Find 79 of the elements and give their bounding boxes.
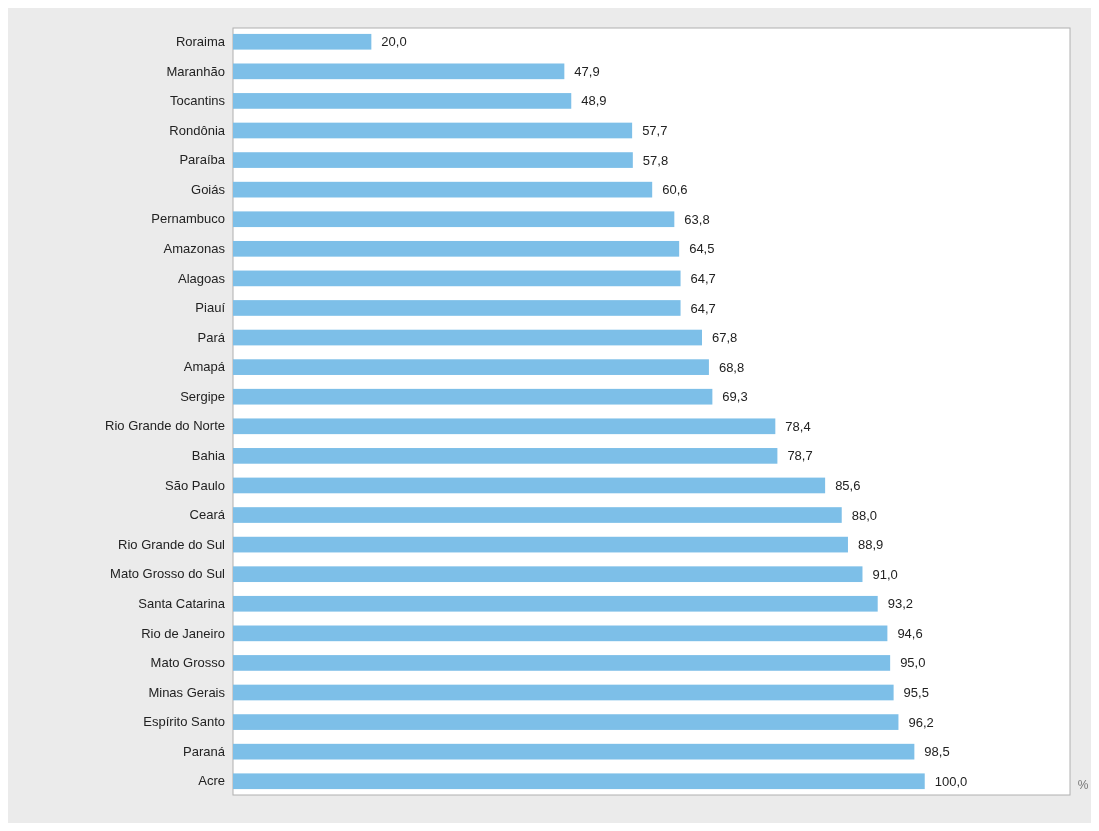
data-label: 57,8 <box>642 152 669 168</box>
y-tick-label: Tocantins <box>170 93 226 109</box>
bar <box>233 388 713 405</box>
data-label: 95,5 <box>903 685 929 701</box>
y-tick-label: Acre <box>198 773 225 789</box>
bar <box>233 507 842 523</box>
data-label: 68,8 <box>718 359 745 375</box>
y-tick-label: Pará <box>197 329 226 345</box>
data-label: 69,3 <box>722 389 748 405</box>
bar <box>233 122 633 139</box>
y-tick-label: Amazonas <box>163 240 226 256</box>
bar <box>233 743 915 760</box>
bar <box>233 536 848 553</box>
bar <box>233 418 776 435</box>
bar <box>233 566 863 583</box>
bar <box>233 329 702 346</box>
bar <box>233 93 572 109</box>
data-label: 67,8 <box>712 330 738 346</box>
y-tick-label: Santa Catarina <box>138 595 226 611</box>
y-tick-label: Minas Gerais <box>148 684 226 700</box>
data-label: 85,6 <box>835 478 861 493</box>
data-label: 78,7 <box>787 448 813 464</box>
bar <box>233 714 899 730</box>
y-tick-label: Goiás <box>191 181 226 197</box>
y-tick-label: Ceará <box>189 507 226 523</box>
y-tick-label: Paraíba <box>179 152 226 168</box>
y-tick-label: Pernambuco <box>151 211 225 227</box>
data-label: 57,7 <box>642 123 668 139</box>
bar <box>233 240 680 257</box>
data-label: 48,9 <box>581 93 607 109</box>
data-label: 100,0 <box>934 773 968 789</box>
y-tick-label: Paraná <box>183 743 226 759</box>
bar <box>233 63 565 80</box>
data-label: 60,6 <box>662 182 688 198</box>
bar <box>233 773 925 790</box>
data-label: 47,9 <box>574 63 600 79</box>
x-axis-title: % <box>1077 778 1089 792</box>
y-tick-label: Mato Grosso do Sul <box>110 566 226 582</box>
data-label: 94,6 <box>897 625 923 641</box>
data-label: 20,0 <box>381 34 407 50</box>
bar <box>233 181 653 198</box>
data-label: 96,2 <box>908 714 934 730</box>
y-tick-label: Amapá <box>183 359 226 375</box>
data-label: 95,0 <box>900 655 926 671</box>
y-tick-label: Rondônia <box>169 122 226 138</box>
bar <box>233 211 675 228</box>
data-label: 64,5 <box>689 241 715 257</box>
y-tick-label: Sergipe <box>180 388 225 404</box>
bar <box>233 270 681 287</box>
bar <box>233 152 633 168</box>
data-label: 64,7 <box>690 300 716 316</box>
bar <box>233 33 372 50</box>
data-label: 78,4 <box>785 418 811 434</box>
y-tick-label: Piauí <box>195 300 226 316</box>
data-label: 63,8 <box>684 211 710 227</box>
y-tick-label: Alagoas <box>178 270 226 286</box>
bar <box>233 684 894 701</box>
data-label: 98,5 <box>924 744 950 760</box>
data-label: 88,0 <box>851 507 878 523</box>
y-tick-label: Maranhão <box>166 63 225 79</box>
y-tick-label: Bahia <box>191 448 226 464</box>
data-label: 64,7 <box>690 270 716 286</box>
y-tick-label: Rio de Janeiro <box>141 625 225 641</box>
data-label: 88,9 <box>857 537 884 553</box>
bar <box>233 477 826 494</box>
y-tick-label: São Paulo <box>165 477 225 493</box>
y-tick-label: Rio Grande do Sul <box>118 536 226 552</box>
bar <box>233 300 681 316</box>
y-tick-label: Roraima <box>175 33 226 49</box>
data-label: 93,2 <box>887 596 914 612</box>
bar <box>233 595 878 612</box>
bar <box>233 448 778 464</box>
y-tick-label: Espírito Santo <box>143 714 225 730</box>
y-tick-label: Rio Grande do Norte <box>105 418 225 434</box>
bar <box>233 359 709 375</box>
bar <box>233 625 888 642</box>
y-tick-label: Mato Grosso <box>150 655 225 671</box>
bar <box>233 655 891 671</box>
data-label: 91,0 <box>872 566 898 582</box>
